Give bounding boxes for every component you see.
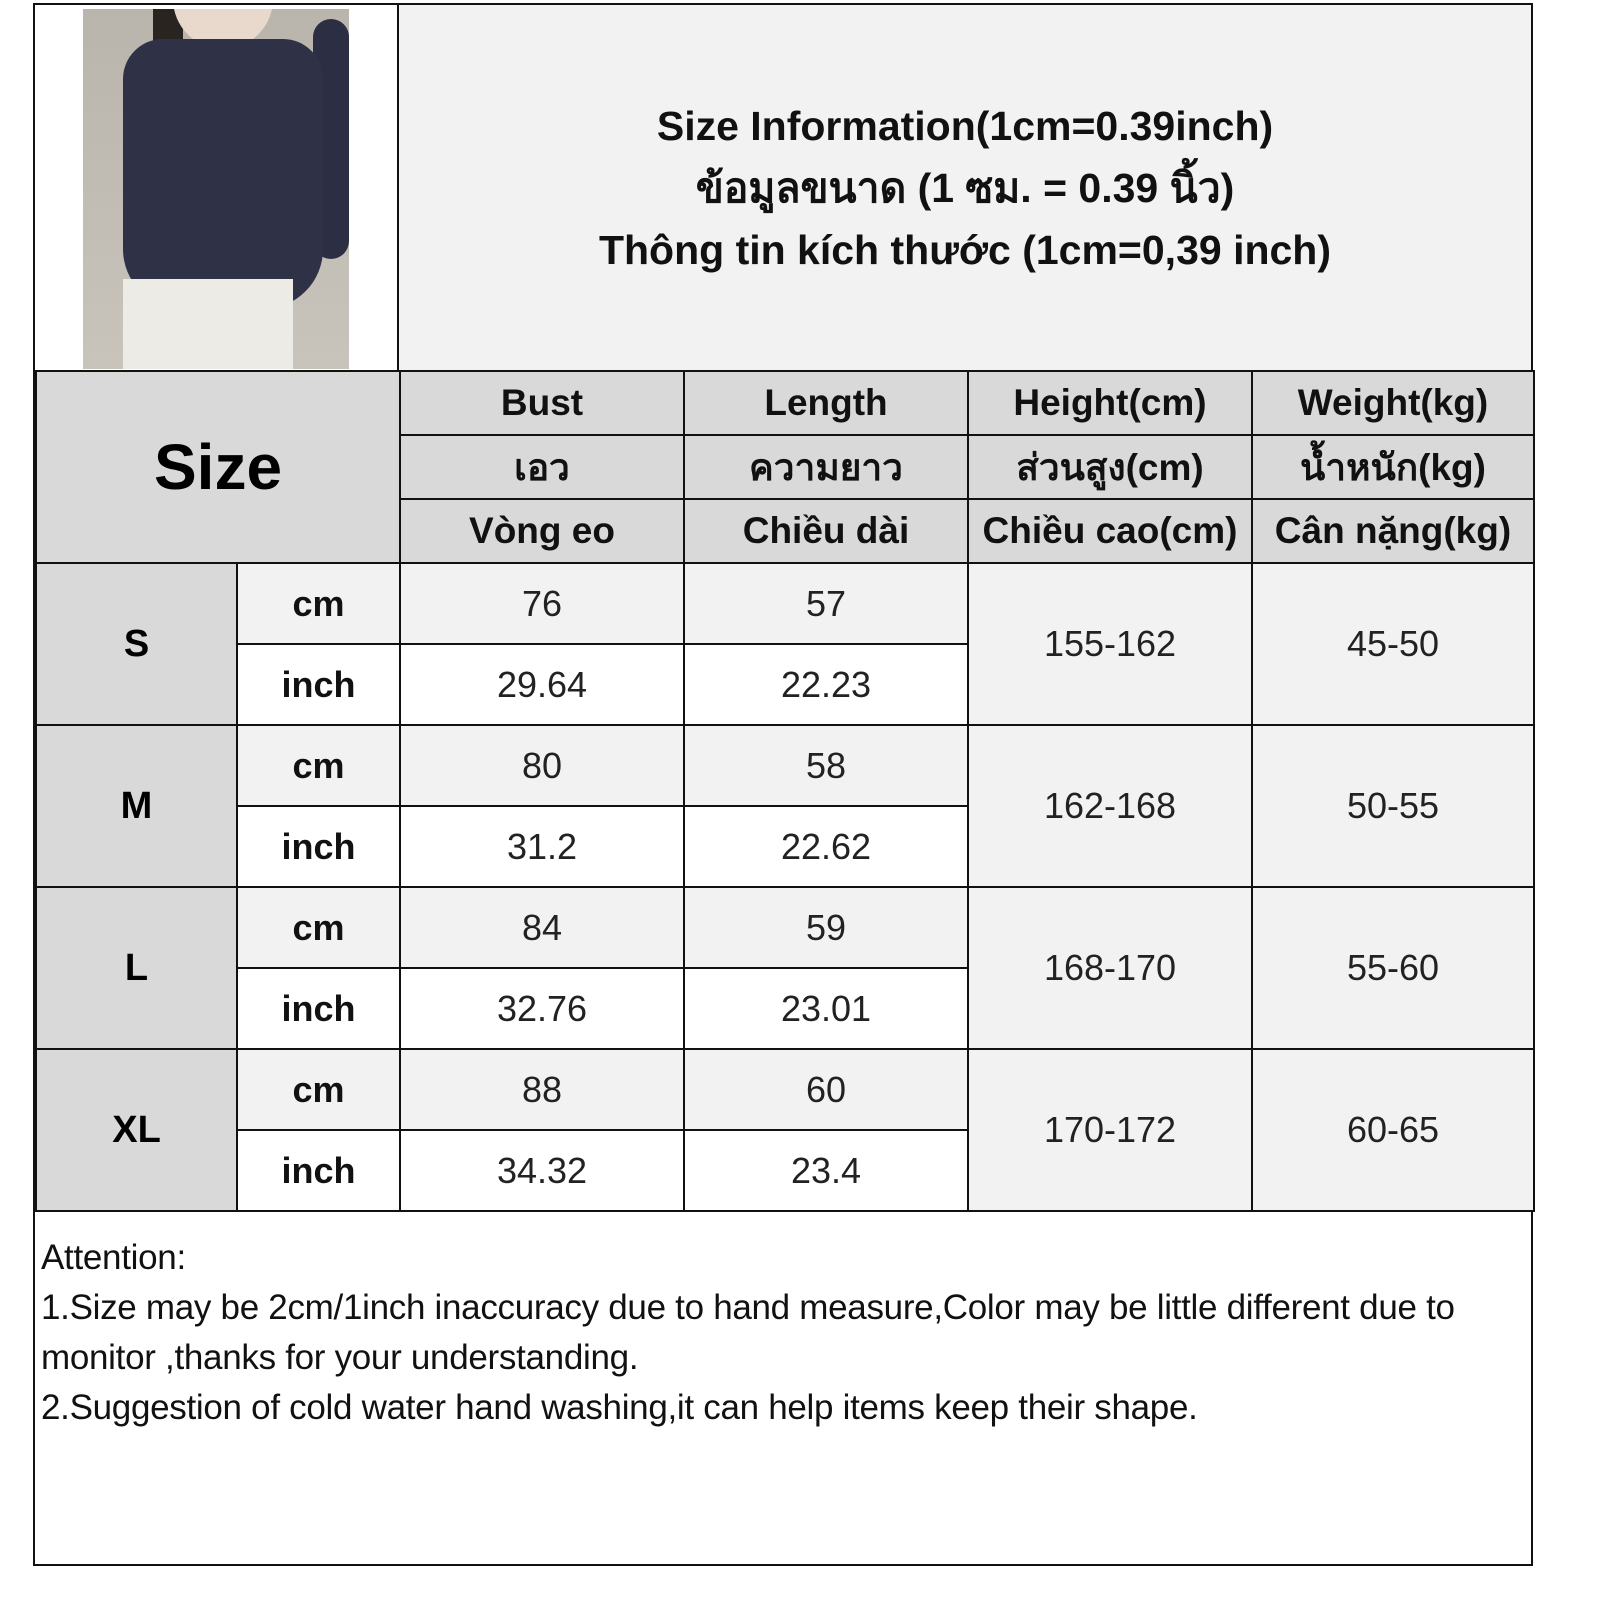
title-th: ข้อมูลขนาด (1 ซม. = 0.39 นิ้ว) [695, 164, 1235, 211]
note-1: 1.Size may be 2cm/1inch inaccuracy due t… [41, 1288, 1455, 1377]
col-bust-th: เอว [399, 434, 685, 500]
unit-cm: cm [236, 562, 401, 645]
bust-inch: 34.32 [399, 1129, 685, 1212]
height-range: 162-168 [967, 724, 1253, 888]
unit-inch: inch [236, 805, 401, 888]
notes: Attention: 1.Size may be 2cm/1inch inacc… [41, 1233, 1521, 1433]
length-cm: 58 [683, 724, 969, 807]
height-range: 170-172 [967, 1048, 1253, 1212]
unit-cm: cm [236, 1048, 401, 1131]
photo-top [123, 39, 323, 309]
size-label: M [35, 724, 238, 888]
bust-inch: 31.2 [399, 805, 685, 888]
bust-inch: 32.76 [399, 967, 685, 1050]
length-cm: 57 [683, 562, 969, 645]
title-en: Size Information(1cm=0.39inch) [656, 102, 1274, 149]
length-cm: 59 [683, 886, 969, 969]
height-range: 168-170 [967, 886, 1253, 1050]
size-chart: Size Information(1cm=0.39inch) ข้อมูลขนา… [33, 3, 1535, 1566]
table-row-inch: inch 34.32 23.4 [36, 1129, 1534, 1212]
unit-inch: inch [236, 967, 401, 1050]
length-inch: 23.01 [683, 967, 969, 1050]
note-2: 2.Suggestion of cold water hand washing,… [41, 1388, 1198, 1427]
size-label: S [35, 562, 238, 726]
table-row-inch: inch 29.64 22.23 [36, 643, 1534, 726]
length-inch: 22.62 [683, 805, 969, 888]
bust-cm: 76 [399, 562, 685, 645]
table-row-cm: S cm 76 57 155-162 45-50 [35, 562, 1535, 726]
length-inch: 22.23 [683, 643, 969, 726]
length-inch: 23.4 [683, 1129, 969, 1212]
table-row-cm: L cm 84 59 168-170 55-60 [35, 886, 1535, 1050]
col-height-vi: Chiều cao(cm) [967, 498, 1253, 564]
col-length-th: ความยาว [683, 434, 969, 500]
unit-inch: inch [236, 1129, 401, 1212]
weight-range: 60-65 [1251, 1048, 1535, 1212]
col-length-vi: Chiều dài [683, 498, 969, 564]
bust-inch: 29.64 [399, 643, 685, 726]
height-range: 155-162 [967, 562, 1253, 726]
photo-skirt [123, 279, 293, 369]
col-length-en: Length [683, 370, 969, 436]
product-photo [83, 9, 349, 369]
table-row-inch: inch 32.76 23.01 [36, 967, 1534, 1050]
col-height-en: Height(cm) [967, 370, 1253, 436]
weight-range: 55-60 [1251, 886, 1535, 1050]
table-row-cm: M cm 80 58 162-168 50-55 [35, 724, 1535, 888]
size-table: Size Bust Length Height(cm) Weight(kg) เ… [35, 370, 1535, 1212]
bust-cm: 88 [399, 1048, 685, 1131]
length-cm: 60 [683, 1048, 969, 1131]
table-row-inch: inch 31.2 22.62 [36, 805, 1534, 888]
col-weight-vi: Cân nặng(kg) [1251, 498, 1535, 564]
size-label: XL [35, 1048, 238, 1212]
unit-inch: inch [236, 643, 401, 726]
size-label: L [35, 886, 238, 1050]
bust-cm: 80 [399, 724, 685, 807]
weight-range: 50-55 [1251, 724, 1535, 888]
unit-cm: cm [236, 886, 401, 969]
col-weight-en: Weight(kg) [1251, 370, 1535, 436]
weight-range: 45-50 [1251, 562, 1535, 726]
title-vi: Thông tin kích thước (1cm=0,39 inch) [598, 226, 1332, 273]
col-height-th: ส่วนสูง(cm) [967, 434, 1253, 500]
size-header: Size [35, 370, 401, 564]
notes-heading: Attention: [41, 1238, 186, 1277]
title-box: Size Information(1cm=0.39inch) ข้อมูลขนา… [397, 5, 1531, 370]
bust-cm: 84 [399, 886, 685, 969]
col-bust-vi: Vòng eo [399, 498, 685, 564]
table-row-cm: XL cm 88 60 170-172 60-65 [35, 1048, 1535, 1212]
col-weight-th: น้ำหนัก(kg) [1251, 434, 1535, 500]
unit-cm: cm [236, 724, 401, 807]
col-bust-en: Bust [399, 370, 685, 436]
